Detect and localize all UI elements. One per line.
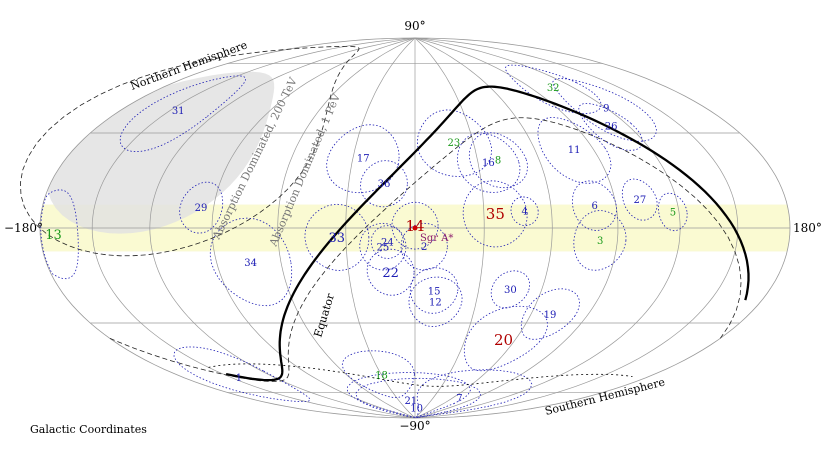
event-circle-3 bbox=[573, 210, 627, 271]
event-label-23: 23 bbox=[448, 138, 461, 149]
event-label-4: 4 bbox=[521, 207, 527, 218]
event-label-11: 11 bbox=[568, 145, 581, 156]
event-label-22: 22 bbox=[382, 266, 399, 281]
equator-label: Equator bbox=[311, 291, 337, 339]
event-label-18: 18 bbox=[375, 371, 388, 382]
event-label-10: 10 bbox=[410, 403, 423, 414]
event-label-17: 17 bbox=[357, 154, 370, 165]
event-circle-26 bbox=[578, 102, 643, 151]
event-circle-32 bbox=[504, 64, 602, 115]
event-label-34: 34 bbox=[244, 258, 257, 269]
sgr-a-marker bbox=[412, 225, 418, 231]
southern-hemisphere-label: Southern Hemisphere bbox=[544, 375, 667, 417]
event-circle-30 bbox=[490, 270, 530, 309]
event-circle-22 bbox=[366, 248, 415, 296]
event-label-21: 21 bbox=[404, 396, 417, 407]
event-label-8: 8 bbox=[495, 155, 501, 166]
event-circle-21 bbox=[347, 371, 471, 418]
event-circle-18 bbox=[341, 350, 415, 399]
event-label-1: 1 bbox=[236, 373, 242, 384]
event-label-3: 3 bbox=[597, 236, 603, 247]
axis-label-left: −180° bbox=[4, 221, 43, 235]
event-circle-35 bbox=[462, 180, 528, 248]
absorption-200tev-boundary bbox=[19, 46, 360, 257]
event-label-33: 33 bbox=[328, 231, 345, 246]
event-label-30: 30 bbox=[504, 285, 517, 296]
event-label-15: 15 bbox=[428, 286, 441, 297]
event-circle-12 bbox=[408, 276, 463, 328]
event-circle-27 bbox=[621, 178, 658, 221]
southern-hemisphere-line bbox=[208, 363, 633, 387]
event-label-20: 20 bbox=[494, 331, 513, 349]
event-circle-11 bbox=[537, 117, 612, 184]
event-label-31: 31 bbox=[172, 106, 185, 117]
event-circle-33 bbox=[304, 203, 370, 271]
event-label-35: 35 bbox=[486, 205, 505, 223]
event-circle-16 bbox=[456, 132, 521, 193]
axis-label-right: 180° bbox=[793, 221, 822, 235]
event-circle-7 bbox=[415, 369, 533, 418]
equator-curve bbox=[225, 85, 750, 382]
event-label-29: 29 bbox=[195, 203, 208, 214]
sky-outline bbox=[39, 37, 791, 419]
event-circle-17 bbox=[326, 124, 400, 194]
event-circle-34 bbox=[209, 217, 293, 307]
event-label-32: 32 bbox=[547, 83, 560, 94]
event-label-16: 16 bbox=[482, 158, 495, 169]
chart-caption: Galactic Coordinates bbox=[30, 423, 147, 436]
event-label-7: 7 bbox=[456, 394, 462, 405]
event-error-circles bbox=[40, 64, 688, 418]
event-circle-31 bbox=[119, 75, 247, 153]
event-circle-29 bbox=[179, 181, 224, 234]
event-label-25: 25 bbox=[376, 242, 389, 253]
event-label-12: 12 bbox=[429, 298, 442, 309]
event-circle-9 bbox=[552, 78, 657, 142]
event-circle-14 bbox=[391, 201, 439, 250]
absorption-1pev-boundary bbox=[109, 117, 742, 382]
axis-label-top: 90° bbox=[404, 19, 425, 33]
event-label-24: 24 bbox=[381, 238, 394, 249]
event-label-5: 5 bbox=[670, 207, 676, 218]
event-circle-4 bbox=[510, 196, 539, 227]
event-label-27: 27 bbox=[634, 195, 647, 206]
event-circle-24 bbox=[370, 225, 405, 259]
event-circle-23 bbox=[416, 109, 492, 177]
event-label-2: 2 bbox=[421, 242, 427, 253]
event-circle-19 bbox=[520, 288, 581, 340]
event-circle-20 bbox=[463, 305, 549, 372]
event-circle-15 bbox=[409, 267, 459, 314]
event-circle-1 bbox=[173, 346, 311, 403]
event-label-6: 6 bbox=[591, 201, 597, 212]
absorption-boundaries bbox=[19, 46, 742, 382]
event-label-19: 19 bbox=[544, 310, 557, 321]
event-label-26: 26 bbox=[605, 122, 618, 133]
axis-label-bottom: −90° bbox=[399, 419, 430, 433]
event-label-13: 13 bbox=[45, 228, 62, 243]
event-label-9: 9 bbox=[603, 104, 609, 115]
event-circle-13 bbox=[40, 189, 79, 280]
event-label-36: 36 bbox=[378, 179, 391, 190]
sgr-a-label: Sgr A* bbox=[420, 233, 453, 244]
